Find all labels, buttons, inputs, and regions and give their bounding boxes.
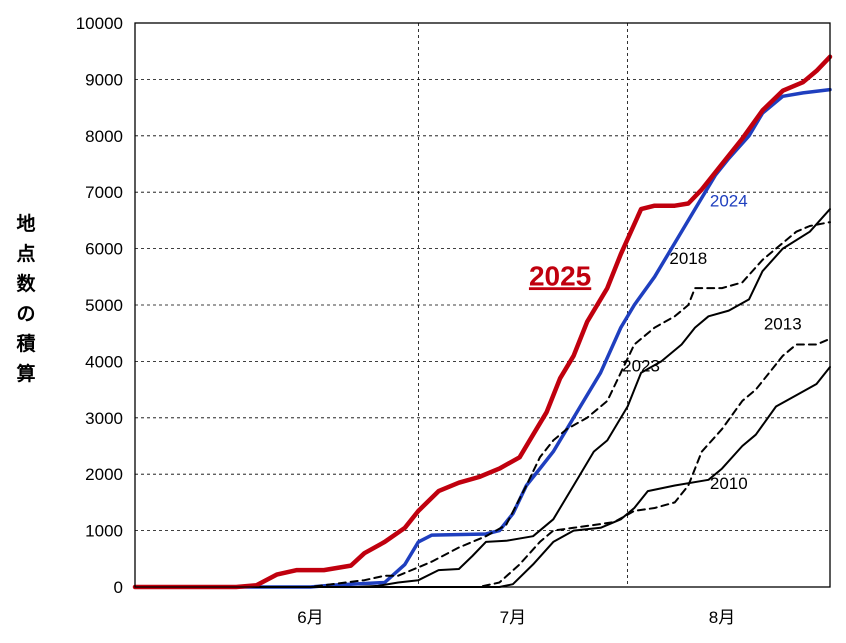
y-tick-label: 9000: [85, 70, 123, 89]
y-tick-label: 10000: [76, 14, 123, 33]
y-label-char: 算: [16, 362, 35, 385]
series-line-2025: [132, 54, 833, 590]
series-line-2023: [134, 208, 831, 588]
y-tick-label: 7000: [85, 183, 123, 202]
series-label-2013: 2013: [764, 314, 802, 333]
grid-lines: [135, 23, 830, 587]
y-tick-label: 5000: [85, 296, 123, 315]
y-tick-label: 8000: [85, 127, 123, 146]
series-labels: 2025 2024 2018 2023 2013 2010: [529, 191, 802, 493]
series-label-2010: 2010: [710, 474, 748, 493]
y-label-char: の: [16, 303, 35, 325]
y-label-char: 点: [16, 243, 35, 265]
series-label-2023: 2023: [622, 357, 660, 376]
series-label-2025: 2025: [529, 260, 591, 291]
series-line-2024: [133, 87, 832, 589]
y-tick-label: 4000: [85, 352, 123, 371]
y-tick-label: 3000: [85, 409, 123, 428]
y-label-char: 数: [16, 272, 36, 295]
y-tick-label: 1000: [85, 522, 123, 541]
series-line-2018: [134, 221, 831, 588]
x-tick-label: 6月: [297, 608, 323, 627]
x-tick-label: 8月: [709, 608, 735, 627]
y-tick-label: 0: [114, 578, 123, 597]
plot-frame: [134, 22, 831, 588]
series-line-2010: [134, 366, 831, 588]
x-tick-labels: 6月 7月 8月: [297, 608, 735, 627]
y-tick-label: 2000: [85, 465, 123, 484]
y-label-char: 積: [16, 332, 35, 355]
y-tick-label: 6000: [85, 240, 123, 259]
series-lines: [132, 54, 833, 590]
series-label-2024: 2024: [710, 191, 748, 210]
series-label-2018: 2018: [669, 249, 707, 268]
series-line-2013: [134, 337, 831, 588]
x-tick-label: 7月: [500, 608, 526, 627]
y-tick-labels: 0 1000 2000 3000 4000 5000 6000 7000 8000 9000 100…: [76, 14, 123, 597]
y-label-char: 地: [16, 212, 35, 235]
